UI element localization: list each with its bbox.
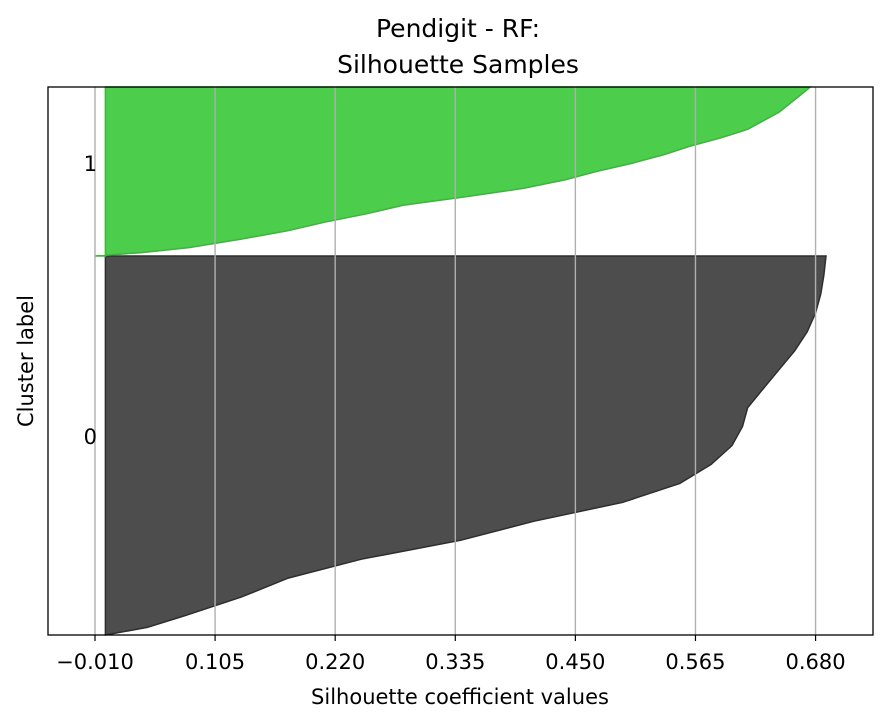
chart-title-line-2: Silhouette Samples [337, 50, 579, 79]
grid-lines [94, 87, 817, 635]
chart-title-line-1: Pendigit - RF: [376, 14, 540, 43]
x-tick-label: −0.010 [56, 650, 134, 674]
x-tick-label: 0.105 [185, 650, 245, 674]
x-axis-label: Silhouette coefficient values [311, 685, 609, 709]
x-tick-label: 0.335 [425, 650, 485, 674]
plot-frame [47, 86, 874, 636]
x-tick-label: 0.220 [305, 650, 365, 674]
silhouette-area-cluster-1 [94, 86, 813, 257]
y-tick-label-cluster-0: 0 [84, 425, 97, 449]
y-tick-label-cluster-1: 1 [84, 152, 97, 176]
y-axis-label: Cluster label [14, 295, 38, 427]
x-tick-label: 0.450 [545, 650, 605, 674]
y-axis-ticks: 01 [84, 152, 97, 449]
x-axis-ticks: −0.010 0.105 0.220 0.335 0.450 0.565 0.680 [56, 635, 846, 674]
plot-area [94, 86, 827, 636]
x-tick-label: 0.565 [665, 650, 725, 674]
silhouette-area-cluster-0 [104, 255, 827, 636]
x-tick-label: 0.680 [786, 650, 846, 674]
